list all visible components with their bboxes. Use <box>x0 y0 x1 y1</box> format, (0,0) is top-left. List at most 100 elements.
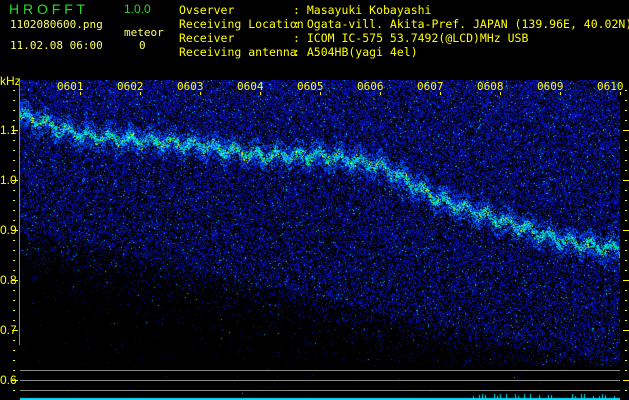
y-major-tick <box>623 380 629 381</box>
y-minor-tick <box>13 200 15 201</box>
x-tick <box>500 92 501 95</box>
info-label: Receiver <box>179 31 235 45</box>
y-minor-tick <box>625 110 627 111</box>
info-label: Receiving Location <box>179 17 304 31</box>
x-tick <box>80 92 81 95</box>
y-minor-tick <box>13 260 15 261</box>
y-minor-tick <box>625 350 627 351</box>
reference-line <box>20 380 620 381</box>
y-minor-tick <box>625 120 627 121</box>
y-axis-unit: kHz <box>0 74 21 88</box>
y-minor-tick <box>625 370 627 371</box>
x-tick-label: 0609 <box>537 80 564 93</box>
y-minor-tick <box>625 300 627 301</box>
info-value: : A504HB(yagi 4el) <box>293 45 418 59</box>
reference-line <box>20 370 620 371</box>
x-tick-label: 0607 <box>417 80 444 93</box>
y-minor-tick <box>13 320 15 321</box>
y-minor-tick <box>13 370 15 371</box>
info-label: Ovserver <box>179 3 235 17</box>
y-minor-tick <box>13 310 15 311</box>
y-tick-label: 0.8 <box>0 273 17 287</box>
y-minor-tick <box>625 360 627 361</box>
y-major-tick <box>12 330 18 331</box>
y-tick-label: 1.0 <box>0 173 17 187</box>
y-minor-tick <box>625 140 627 141</box>
y-minor-tick <box>13 120 15 121</box>
y-minor-tick <box>13 160 15 161</box>
y-minor-tick <box>13 170 15 171</box>
x-tick <box>140 92 141 95</box>
y-major-tick <box>623 130 629 131</box>
x-tick <box>320 92 321 95</box>
app-title: H R O F F T <box>9 1 85 17</box>
info-label: Receiving antenna <box>179 45 297 59</box>
y-major-tick <box>12 130 18 131</box>
x-tick <box>380 92 381 95</box>
meteor-count: 0 <box>139 39 146 52</box>
x-tick <box>200 92 201 95</box>
app-version: 1.0.0 <box>124 2 151 16</box>
y-major-tick <box>623 180 629 181</box>
y-major-tick <box>12 180 18 181</box>
y-minor-tick <box>13 340 15 341</box>
y-minor-tick <box>13 110 15 111</box>
y-minor-tick <box>625 150 627 151</box>
y-tick-label: 1.1 <box>0 123 17 137</box>
y-major-tick <box>12 230 18 231</box>
x-tick-label: 0610 <box>597 80 624 93</box>
y-minor-tick <box>625 340 627 341</box>
y-minor-tick <box>13 300 15 301</box>
x-tick-label: 0601 <box>57 80 84 93</box>
x-tick-label: 0606 <box>357 80 384 93</box>
y-minor-tick <box>625 160 627 161</box>
y-minor-tick <box>625 190 627 191</box>
y-tick-label: 0.6 <box>0 373 17 387</box>
y-major-tick <box>623 280 629 281</box>
y-minor-tick <box>625 290 627 291</box>
y-minor-tick <box>625 390 627 391</box>
y-minor-tick <box>625 270 627 271</box>
y-minor-tick <box>13 210 15 211</box>
file-name: 1102080600.png <box>10 18 103 31</box>
y-major-tick <box>12 380 18 381</box>
y-minor-tick <box>13 390 15 391</box>
y-major-tick <box>12 280 18 281</box>
y-minor-tick <box>625 100 627 101</box>
y-minor-tick <box>13 290 15 291</box>
y-major-tick <box>623 230 629 231</box>
x-tick <box>440 92 441 95</box>
y-minor-tick <box>13 250 15 251</box>
y-minor-tick <box>625 90 627 91</box>
x-tick-label: 0608 <box>477 80 504 93</box>
y-tick-label: 0.7 <box>0 323 17 337</box>
y-minor-tick <box>625 220 627 221</box>
y-minor-tick <box>13 100 15 101</box>
x-tick <box>620 92 621 95</box>
y-minor-tick <box>625 200 627 201</box>
spectrogram <box>20 80 620 400</box>
y-major-tick <box>623 330 629 331</box>
x-tick <box>560 92 561 95</box>
y-minor-tick <box>13 350 15 351</box>
info-value: : ICOM IC-575 53.7492(@LCD)MHz USB <box>293 31 529 45</box>
y-tick-label: 0.9 <box>0 223 17 237</box>
x-tick <box>260 92 261 95</box>
y-minor-tick <box>13 150 15 151</box>
info-value: : Masayuki Kobayashi <box>293 3 432 17</box>
x-tick-label: 0602 <box>117 80 144 93</box>
y-minor-tick <box>13 270 15 271</box>
reference-line <box>20 390 620 391</box>
left-axis-line <box>19 80 20 345</box>
meteor-label: meteor <box>124 26 164 39</box>
y-minor-tick <box>625 320 627 321</box>
y-minor-tick <box>625 260 627 261</box>
y-minor-tick <box>625 250 627 251</box>
x-tick-label: 0605 <box>297 80 324 93</box>
y-minor-tick <box>13 220 15 221</box>
y-minor-tick <box>13 240 15 241</box>
y-minor-tick <box>625 240 627 241</box>
x-tick-label: 0604 <box>237 80 264 93</box>
file-datetime: 11.02.08 06:00 <box>10 39 103 52</box>
y-minor-tick <box>13 140 15 141</box>
